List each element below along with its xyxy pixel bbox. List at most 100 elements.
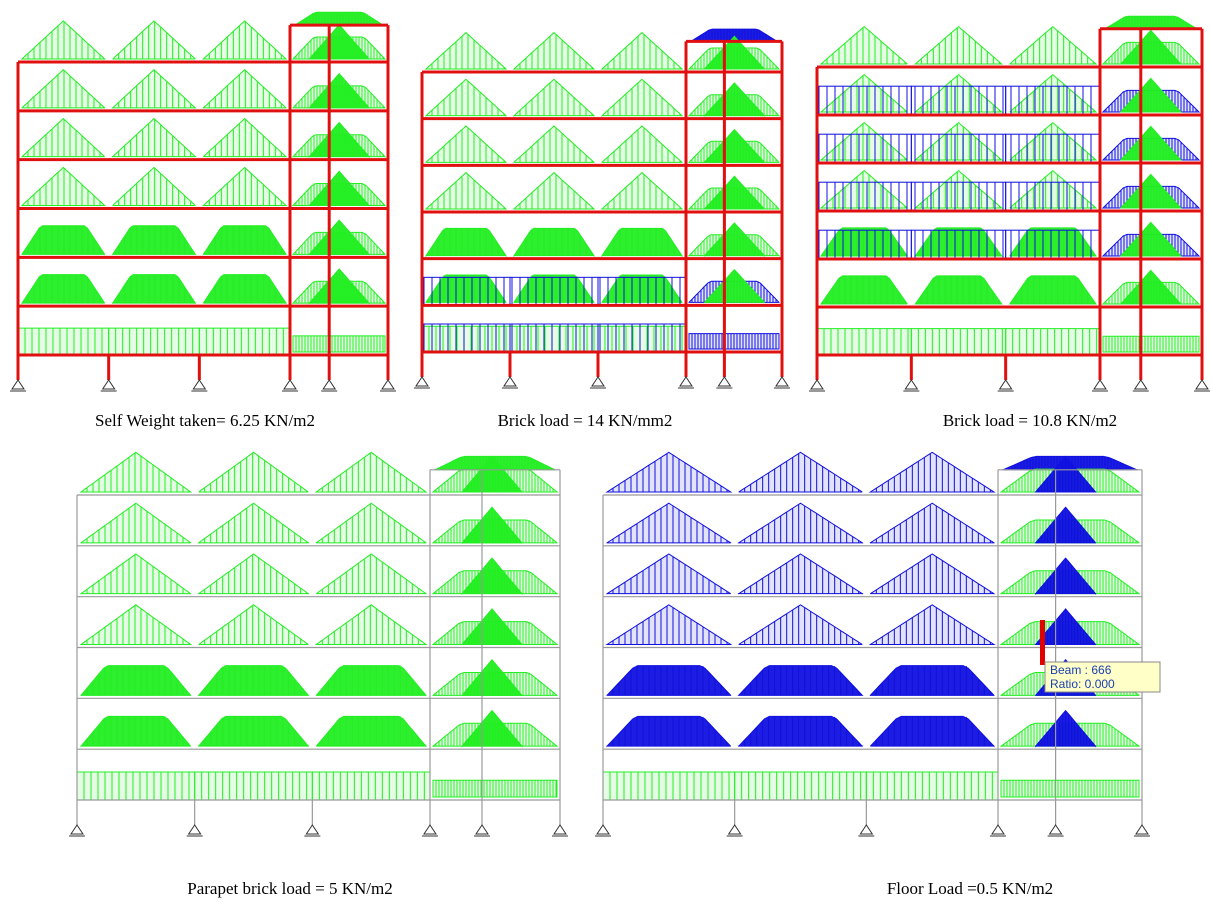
load-shape (314, 451, 428, 493)
load-shape (913, 121, 1004, 161)
frame-diagram (10, 11, 396, 392)
support (70, 824, 84, 835)
support (192, 379, 207, 390)
load-shape (738, 604, 863, 645)
load-shape (80, 715, 192, 748)
load-shape (315, 665, 427, 696)
frames (10, 11, 1210, 837)
load-shape (606, 553, 732, 595)
support (679, 376, 693, 387)
load-shape (194, 771, 313, 801)
support (810, 379, 824, 390)
load-shape (202, 225, 287, 255)
support (187, 824, 202, 835)
frame-diagram (69, 451, 568, 837)
load-shape (421, 325, 511, 353)
load-shape (509, 325, 599, 353)
load-shape (868, 451, 996, 493)
load-shape (21, 274, 106, 305)
frame-diagram (809, 15, 1210, 392)
load-shape (869, 502, 995, 544)
load-shape (820, 275, 908, 305)
load-shape (816, 328, 912, 356)
load-shape (76, 771, 196, 801)
load-shape (21, 69, 106, 109)
load-shape (820, 227, 908, 257)
support (1093, 379, 1107, 390)
load-shape (21, 117, 106, 158)
load-shape (80, 665, 192, 696)
load-shape (819, 25, 908, 65)
support (775, 376, 789, 387)
support (991, 824, 1005, 835)
load-shape (734, 771, 867, 801)
support (101, 379, 116, 390)
support (1048, 824, 1063, 835)
caption: Self Weight taken= 6.25 KN/m2 (95, 411, 315, 430)
load-shape (112, 166, 196, 206)
load-shape (197, 553, 310, 595)
load-shape (1009, 121, 1098, 161)
support (475, 824, 489, 835)
load-shape (314, 604, 428, 645)
support (305, 824, 320, 835)
support (283, 379, 297, 390)
load-shape (737, 715, 864, 747)
tooltip (1044, 661, 1161, 693)
selected-beam[interactable] (1040, 620, 1045, 665)
load-shape (112, 20, 196, 60)
load-shape (1005, 328, 1101, 356)
support (904, 379, 919, 390)
load-shape (869, 715, 995, 748)
load-shape (865, 771, 999, 801)
load-shape (20, 20, 106, 60)
caption: Floor Load =0.5 KN/m2 (887, 879, 1053, 898)
caption: Brick load = 10.8 KN/m2 (943, 411, 1117, 430)
load-shape (737, 502, 864, 544)
load-shape (111, 117, 197, 158)
load-shape (202, 20, 288, 60)
load-shape (602, 771, 736, 801)
load-shape (197, 502, 310, 544)
support (503, 376, 517, 387)
support (423, 824, 437, 835)
tooltip-line: Beam : 666 (1050, 663, 1112, 677)
caption: Brick load = 14 KN/mm2 (498, 411, 673, 430)
load-shape (79, 604, 193, 645)
support (1195, 379, 1209, 390)
load-shape (202, 117, 287, 158)
frame-diagram (414, 28, 790, 389)
load-shape (17, 327, 110, 356)
load-shape (819, 121, 908, 161)
load-shape (913, 73, 1004, 113)
support (415, 376, 429, 387)
load-shape (819, 169, 908, 209)
support (1133, 379, 1148, 390)
load-shape (1009, 169, 1098, 209)
support (381, 379, 395, 390)
load-shape (869, 553, 995, 595)
support (717, 376, 732, 387)
load-shape (606, 502, 732, 544)
load-shape (315, 715, 427, 748)
load-shape (111, 274, 197, 304)
load-shape (197, 715, 310, 747)
support (591, 376, 605, 387)
load-shape (108, 327, 200, 356)
support (1135, 824, 1149, 835)
load-shape (202, 274, 287, 305)
load-shape (198, 451, 309, 493)
load-shape (197, 665, 310, 696)
support (727, 824, 742, 835)
load-shape (914, 275, 1003, 305)
load-shape (80, 553, 192, 595)
load-shape (1009, 73, 1098, 113)
load-shape (737, 665, 864, 696)
support (998, 379, 1013, 390)
load-shape (1009, 227, 1097, 257)
load-shape (21, 225, 106, 255)
load-shape (80, 502, 192, 544)
load-shape (311, 771, 431, 801)
load-shape (1009, 275, 1097, 305)
